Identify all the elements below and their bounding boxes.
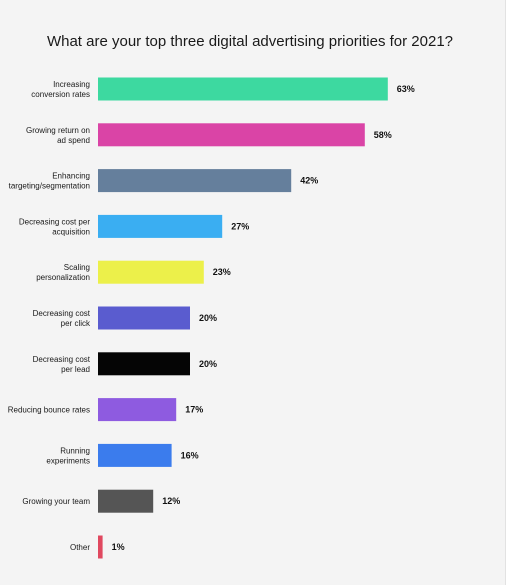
category-label-0: Increasing conversion rates <box>31 80 90 99</box>
bar-8 <box>98 443 172 467</box>
bar-3 <box>98 214 223 238</box>
bar-0 <box>98 77 388 101</box>
bar-10 <box>98 535 103 559</box>
chart-title: What are your top three digital advertis… <box>46 33 454 50</box>
bar-7 <box>98 398 177 422</box>
value-label-2: 42% <box>300 176 318 186</box>
bar-9 <box>98 489 154 513</box>
value-label-6: 20% <box>199 359 217 369</box>
value-label-4: 23% <box>213 267 231 277</box>
value-label-9: 12% <box>162 496 180 506</box>
value-label-0: 63% <box>397 84 415 94</box>
category-label-9: Growing your team <box>22 497 90 506</box>
category-label-8: Running experiments <box>46 446 90 465</box>
category-label-6: Decreasing cost per lead <box>33 355 91 374</box>
category-label-5: Decreasing cost per click <box>33 309 91 328</box>
value-label-3: 27% <box>231 221 249 231</box>
bar-4 <box>98 260 204 284</box>
category-label-1: Growing return on ad spend <box>26 126 90 145</box>
bar-1 <box>98 123 365 147</box>
bar-2 <box>98 169 292 193</box>
category-label-4: Scaling personalization <box>36 263 90 282</box>
category-label-3: Decreasing cost per acquisition <box>19 217 90 236</box>
bar-5 <box>98 306 190 330</box>
bar-6 <box>98 352 190 376</box>
category-label-7: Reducing bounce rates <box>8 406 90 415</box>
value-label-8: 16% <box>181 450 199 460</box>
category-label-2: Enhancing targeting/segmentation <box>9 172 90 191</box>
category-label-10: Other <box>70 543 90 552</box>
value-label-5: 20% <box>199 313 217 323</box>
value-label-7: 17% <box>185 405 203 415</box>
value-label-1: 58% <box>374 130 392 140</box>
value-label-10: 1% <box>112 542 125 552</box>
